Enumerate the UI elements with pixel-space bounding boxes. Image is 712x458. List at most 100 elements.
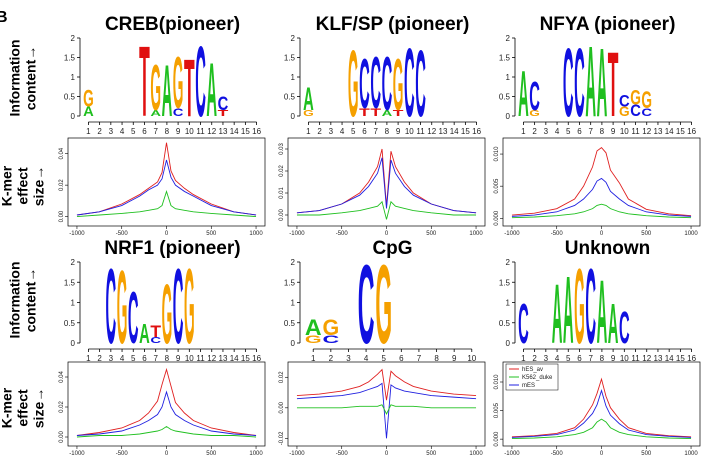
logo-letter: A — [305, 315, 322, 340]
x-tick-label: 8 — [165, 354, 170, 363]
x-tick-label: 16 — [252, 354, 261, 363]
x-tick-label: 500 — [206, 451, 217, 457]
logo-letter: T — [139, 26, 150, 138]
x-tick-label: 15 — [241, 127, 250, 136]
effect-line — [511, 377, 692, 438]
row-label: K-mer — [0, 387, 15, 428]
y-tick-label: 0.005 — [494, 402, 500, 418]
y-tick-label: 1 — [71, 73, 76, 82]
logo-letter: A — [382, 109, 393, 118]
x-tick-label: -1000 — [69, 451, 85, 457]
x-tick-label: 2 — [97, 354, 102, 363]
x-tick-label: 13 — [219, 354, 228, 363]
x-tick-label: 3 — [544, 354, 549, 363]
row-label: K-mer — [0, 165, 15, 206]
x-tick-label: -1000 — [504, 231, 520, 237]
x-tick-label: 10 — [185, 354, 194, 363]
effect-line — [511, 203, 692, 219]
y-tick-label: 0 — [71, 339, 76, 348]
x-tick-label: 2 — [532, 127, 537, 136]
x-tick-label: 4 — [120, 354, 125, 363]
panel-title: CpG — [372, 238, 412, 259]
x-tick-label: 5 — [381, 354, 386, 363]
logo-letter: A — [552, 266, 563, 361]
effect-line — [511, 147, 692, 217]
logo-letter: G — [305, 333, 322, 345]
x-tick-label: 4 — [340, 127, 345, 136]
y-tick-label: 1.5 — [64, 278, 76, 287]
y-tick-label: 2 — [506, 258, 511, 267]
x-tick-label: 500 — [426, 231, 437, 237]
logo-letter: C — [173, 246, 184, 366]
effect-line — [296, 404, 477, 415]
logo-letter: T — [150, 322, 161, 341]
x-tick-label: 0 — [165, 231, 169, 237]
x-tick-label: 6 — [577, 127, 582, 136]
logo-letter: C — [563, 28, 574, 137]
legend-label: mES — [522, 383, 535, 389]
y-tick-label: 0.5 — [64, 319, 76, 328]
y-tick-label: 0.04 — [59, 147, 65, 159]
x-tick-label: 13 — [654, 354, 663, 363]
y-tick-label: 1 — [71, 299, 76, 308]
x-tick-label: 2 — [97, 127, 102, 136]
x-tick-label: 500 — [206, 231, 217, 237]
x-tick-label: 6 — [362, 127, 367, 136]
y-tick-label: 0.00 — [279, 209, 285, 221]
x-tick-label: 11 — [416, 127, 425, 136]
logo-letter: C — [128, 277, 139, 359]
y-tick-label: 0.01 — [279, 187, 285, 199]
x-tick-label: 9 — [176, 127, 181, 136]
row-label: Information — [7, 40, 23, 117]
panel-letter: B — [0, 9, 8, 26]
x-tick-label: 10 — [620, 354, 629, 363]
panel-title: Unknown — [565, 238, 651, 259]
logo-letter: G — [303, 109, 314, 118]
x-tick-label: 0 — [600, 231, 604, 237]
effect-line — [76, 159, 257, 216]
x-tick-label: 9 — [611, 354, 616, 363]
y-tick-label: 1.5 — [499, 278, 511, 287]
y-tick-label: 1 — [291, 299, 296, 308]
y-tick-label: 0 — [291, 112, 296, 121]
y-tick-label: 0 — [291, 339, 296, 348]
logo-letter: C — [150, 336, 161, 345]
logo-letter: T — [370, 106, 381, 118]
logo-letter: C — [382, 42, 393, 127]
y-tick-label: 0.04 — [59, 371, 65, 383]
x-tick-label: 8 — [385, 127, 390, 136]
x-tick-label: 14 — [665, 354, 674, 363]
y-tick-label: 1.5 — [284, 278, 296, 287]
logo-letter: T — [184, 44, 195, 134]
logo-letter: T — [359, 106, 370, 118]
logo-letter: C — [322, 333, 339, 345]
x-tick-label: -500 — [116, 451, 129, 457]
y-tick-label: 1.5 — [284, 54, 296, 63]
logo-letter: C — [585, 246, 596, 366]
logo-letter: G — [348, 30, 359, 136]
x-tick-label: 5 — [351, 127, 356, 136]
effect-line — [296, 382, 477, 439]
x-tick-label: 11 — [631, 354, 640, 363]
y-tick-label: 0 — [506, 112, 511, 121]
y-tick-label: 0.010 — [494, 146, 500, 162]
x-tick-label: 0 — [165, 451, 169, 457]
y-tick-label: 0.5 — [64, 93, 76, 102]
y-tick-label: 2 — [506, 34, 511, 43]
logo-letter: G — [117, 249, 128, 365]
y-tick-label: 0.5 — [499, 319, 511, 328]
x-tick-label: 12 — [207, 127, 216, 136]
x-tick-label: 8 — [600, 127, 605, 136]
x-tick-label: 1 — [86, 354, 91, 363]
x-tick-label: -500 — [336, 451, 349, 457]
x-tick-label: 0 — [385, 231, 389, 237]
panel-title: CREB(pioneer) — [105, 14, 240, 35]
logo-letter: C — [630, 101, 641, 119]
x-tick-label: -1000 — [69, 231, 85, 237]
x-tick-label: 5 — [566, 127, 571, 136]
x-tick-label: 12 — [207, 354, 216, 363]
x-tick-label: 14 — [450, 127, 459, 136]
logo-letter: C — [518, 293, 529, 355]
x-tick-label: 14 — [230, 127, 239, 136]
x-tick-label: 1000 — [684, 451, 698, 457]
